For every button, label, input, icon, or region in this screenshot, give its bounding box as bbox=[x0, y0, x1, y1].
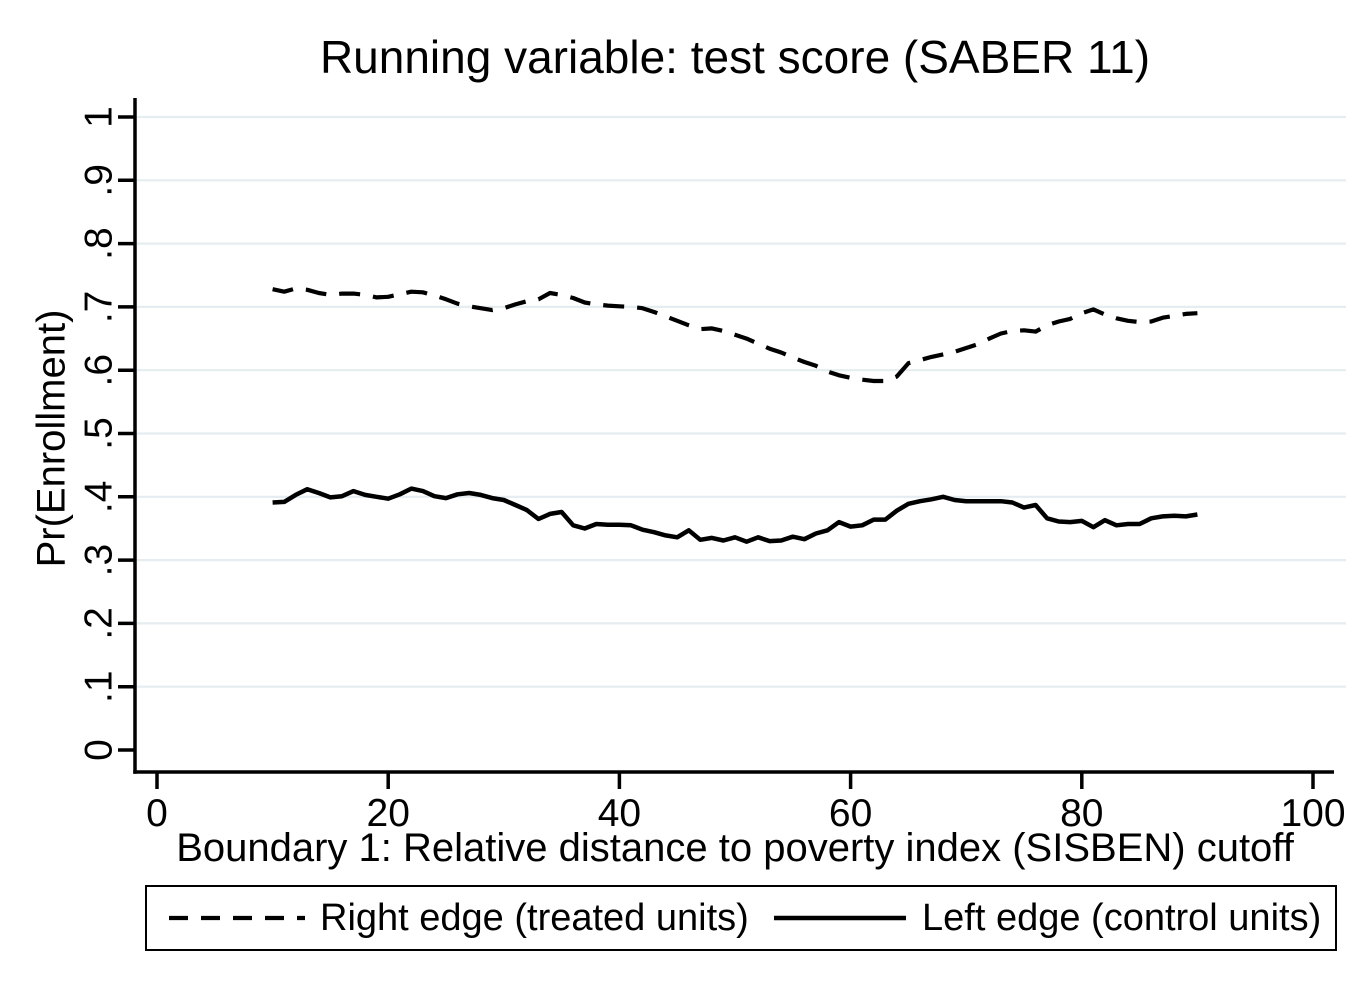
control-series-solid-line-sample bbox=[774, 915, 906, 921]
y-tick-label-0.5: .5 bbox=[78, 417, 121, 450]
y-tick-label-0.3: .3 bbox=[78, 544, 121, 577]
legend-label-control: Left edge (control units) bbox=[922, 897, 1322, 939]
x-tick-label-100: 100 bbox=[1280, 792, 1345, 835]
treated-series-dashed-line-sample bbox=[169, 915, 305, 921]
y-axis-title: Pr(Enrollment) bbox=[29, 309, 74, 568]
legend: Right edge (treated units) Left edge (co… bbox=[145, 885, 1337, 951]
x-tick-label-0: 0 bbox=[146, 792, 168, 835]
chart-title: Running variable: test score (SABER 11) bbox=[319, 31, 1151, 83]
y-tick-label-0: 0 bbox=[78, 739, 121, 761]
y-tick-label-0.8: .8 bbox=[78, 227, 121, 260]
y-tick-label-0.7: .7 bbox=[78, 291, 121, 324]
x-tick-label-20: 20 bbox=[367, 792, 410, 835]
y-tick-label-0.1: .1 bbox=[78, 670, 121, 703]
x-tick-label-40: 40 bbox=[598, 792, 641, 835]
y-tick-label-0.9: .9 bbox=[78, 164, 121, 197]
y-tick-label-0.2: .2 bbox=[78, 607, 121, 640]
x-tick-label-80: 80 bbox=[1060, 792, 1103, 835]
y-tick-label-1: 1 bbox=[78, 106, 121, 128]
treated-series-line bbox=[272, 286, 1198, 384]
control-series-line bbox=[272, 486, 1198, 544]
x-tick-label-60: 60 bbox=[829, 792, 872, 835]
legend-label-treated: Right edge (treated units) bbox=[320, 897, 749, 939]
x-axis-title: Boundary 1: Relative distance to poverty… bbox=[176, 826, 1294, 870]
y-tick-label-0.6: .6 bbox=[78, 354, 121, 387]
y-tick-label-0.4: .4 bbox=[78, 481, 121, 514]
